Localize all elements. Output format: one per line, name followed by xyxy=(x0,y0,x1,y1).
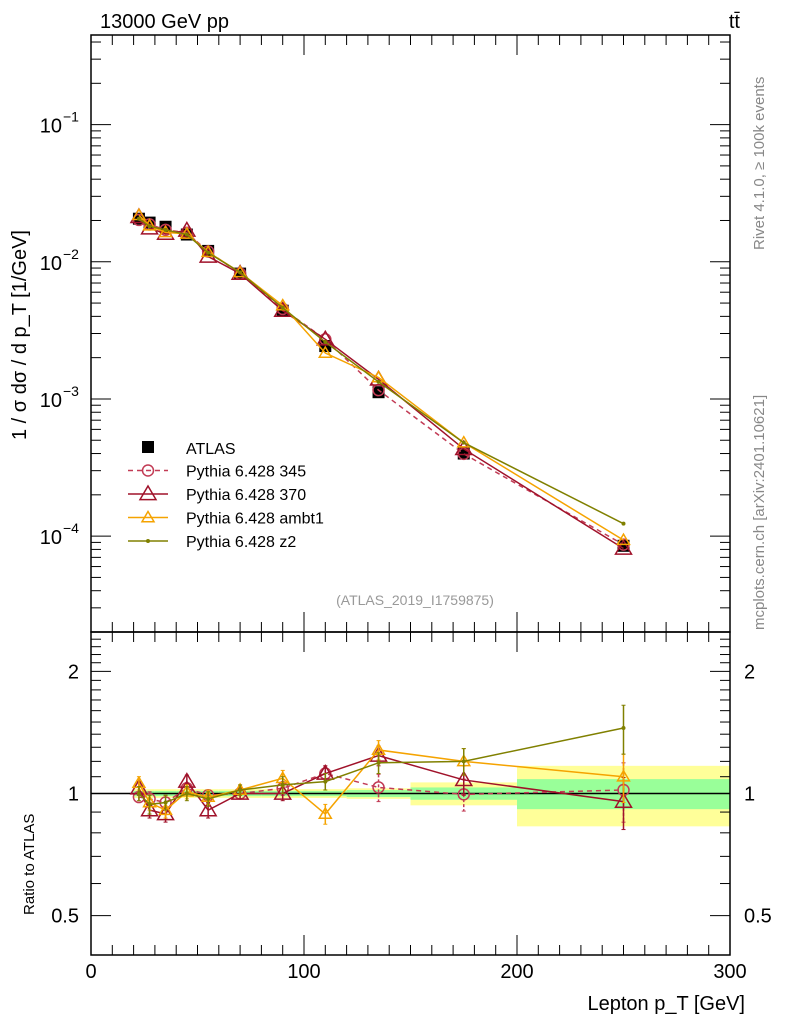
legend-label: Pythia 6.428 ambt1 xyxy=(186,511,324,528)
ratio-y-axis-label: Ratio to ATLAS xyxy=(21,814,38,915)
main-y-tick-exponent: −4 xyxy=(63,520,79,536)
ratio-series-marker xyxy=(454,770,474,787)
main-y-tick-label: 10 xyxy=(40,390,62,412)
ratio-series-marker xyxy=(280,782,285,787)
main-series-marker xyxy=(376,379,381,384)
ratio-y-tick-label: 0.5 xyxy=(51,906,79,928)
ratio-y-tick-label: 1 xyxy=(68,784,79,806)
ratio-series-marker xyxy=(230,784,250,800)
ratio-series-marker xyxy=(614,792,633,808)
rivet-version-label: Rivet 4.1.0, ≥ 100k events xyxy=(751,77,768,250)
ratio-series-marker xyxy=(156,804,175,821)
mcplots-label: mcplots.cern.ch [arXiv:2401.10621] xyxy=(751,395,768,630)
ratio-y-tick-label-right: 1 xyxy=(744,784,755,806)
main-y-tick-exponent: −3 xyxy=(63,383,79,399)
x-tick-label: 300 xyxy=(713,961,746,983)
x-axis-label: Lepton p_T [GeV] xyxy=(587,993,745,1015)
x-tick-label: 100 xyxy=(287,961,320,983)
ratio-series-marker xyxy=(158,802,173,816)
main-series-marker xyxy=(232,264,248,278)
main-series-marker xyxy=(280,305,285,310)
main-series-marker xyxy=(454,439,474,456)
main-series-marker xyxy=(238,270,243,275)
main-y-axis-label: 1 / σ dσ / d p_T [1/GeV] xyxy=(9,230,31,440)
ratio-series-marker xyxy=(323,779,328,784)
ratio-series-marker xyxy=(376,760,381,765)
header-process: 13000 GeV pp xyxy=(100,11,229,33)
header-final-state: tt̄ xyxy=(729,11,741,33)
ratio-series-marker xyxy=(317,806,333,819)
main-series-marker xyxy=(200,244,216,258)
x-tick-label: 0 xyxy=(85,961,96,983)
ratio-series-marker xyxy=(147,802,152,807)
main-series-marker xyxy=(158,224,173,238)
ratio-series-marker xyxy=(198,800,218,817)
analysis-id-label: (ATLAS_2019_I1759875) xyxy=(336,592,494,608)
main-series-marker xyxy=(179,226,195,239)
ratio-series-marker xyxy=(621,726,626,731)
main-series-marker xyxy=(136,216,141,221)
main-series-marker xyxy=(456,435,472,448)
main-series-marker xyxy=(184,232,189,237)
ratio-series-marker xyxy=(140,800,159,817)
legend-marker xyxy=(138,484,158,501)
legend-marker xyxy=(140,510,156,523)
main-y-tick-label: 10 xyxy=(40,253,62,275)
main-series-marker xyxy=(147,224,152,229)
legend-atlas-marker xyxy=(142,441,154,453)
ratio-series-marker xyxy=(461,759,466,764)
legend-label: Pythia 6.428 z2 xyxy=(186,534,296,551)
ratio-y-tick-label-right: 0.5 xyxy=(744,906,772,928)
main-y-tick-label: 10 xyxy=(40,527,62,549)
main-series-marker xyxy=(621,521,626,526)
ratio-y-tick-label-right: 2 xyxy=(744,661,755,683)
main-series-marker xyxy=(461,440,466,445)
main-series-marker xyxy=(206,250,211,255)
main-series-marker xyxy=(163,227,168,232)
main-series-marker xyxy=(616,532,631,546)
ratio-y-tick-label: 2 xyxy=(68,661,79,683)
ratio-series-marker xyxy=(206,796,211,801)
main-series-marker xyxy=(323,340,328,345)
main-y-tick-label: 10 xyxy=(40,116,62,138)
main-series-marker xyxy=(614,539,633,555)
legend-label: ATLAS xyxy=(186,441,236,458)
ratio-series-marker xyxy=(372,781,385,794)
ratio-series-marker xyxy=(184,791,189,796)
ratio-series-marker xyxy=(163,800,168,805)
main-y-tick-exponent: −2 xyxy=(63,246,79,262)
main-series-marker xyxy=(317,345,333,358)
legend-label: Pythia 6.428 370 xyxy=(186,487,306,504)
ratio-series-marker xyxy=(616,769,631,782)
legend-label: Pythia 6.428 345 xyxy=(186,464,306,481)
legend-marker xyxy=(141,464,155,477)
main-y-tick-exponent: −1 xyxy=(63,109,79,125)
ratio-series-marker xyxy=(238,788,243,793)
legend-marker xyxy=(146,539,150,543)
ratio-series-marker xyxy=(136,791,141,796)
x-tick-label: 200 xyxy=(500,961,533,983)
ratio-series-marker xyxy=(273,784,293,800)
